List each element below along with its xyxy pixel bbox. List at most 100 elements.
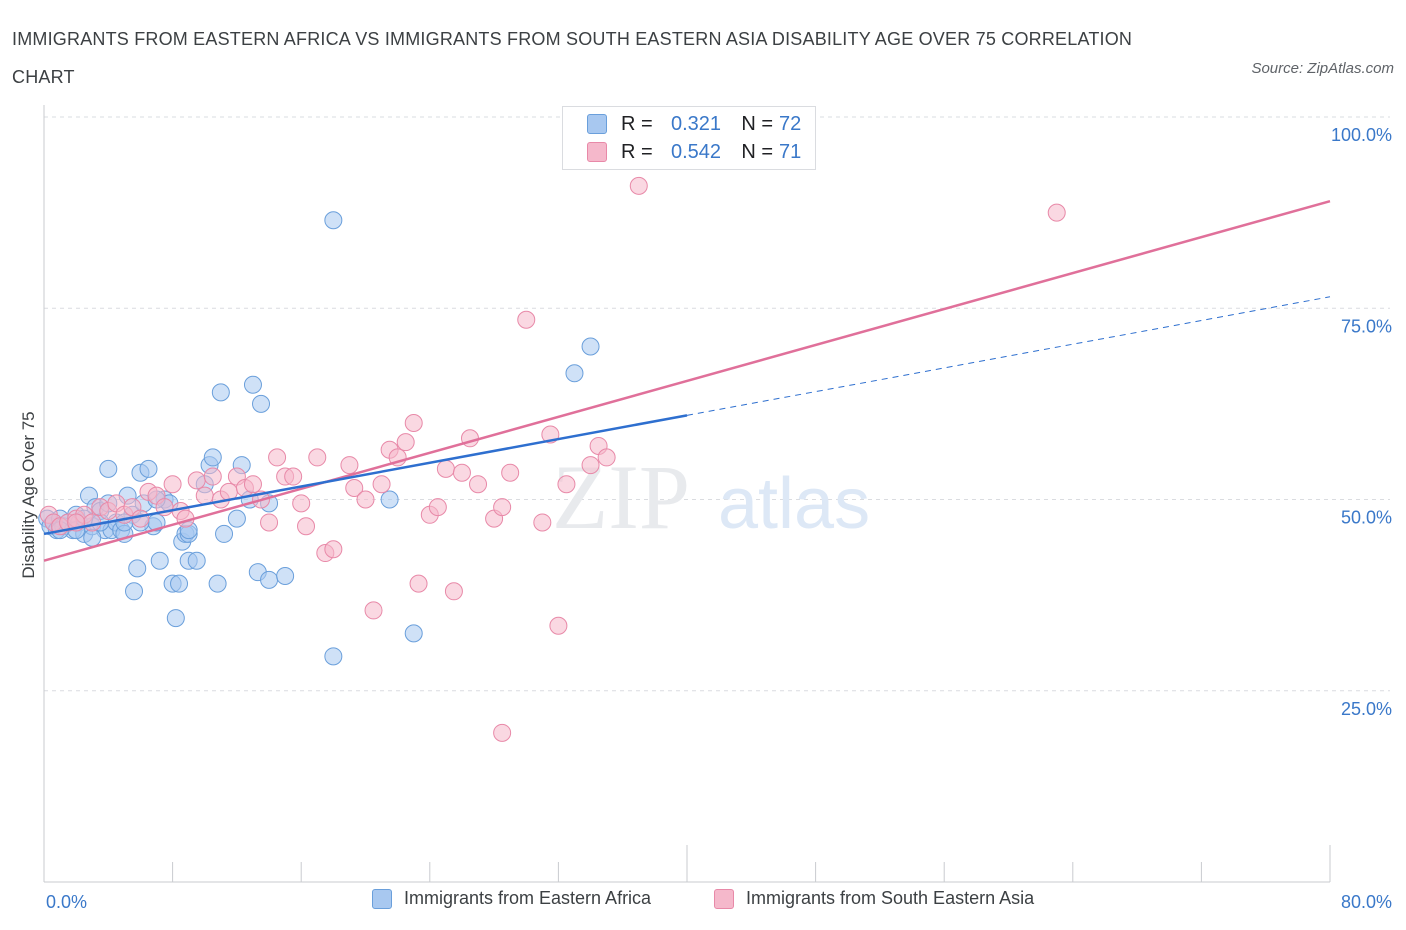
data-point-south-eastern-asia: [581, 456, 600, 475]
data-point-south-eastern-asia: [629, 176, 648, 195]
data-point-south-eastern-asia: [284, 467, 303, 486]
y-tick-label: 75.0%: [1341, 316, 1392, 336]
y-tick-label: 25.0%: [1341, 699, 1392, 719]
data-point-eastern-africa: [139, 459, 158, 478]
data-point-eastern-africa: [260, 570, 279, 589]
data-point-south-eastern-asia: [195, 486, 214, 505]
legend-r-label: R =: [621, 112, 653, 135]
data-point-south-eastern-asia: [268, 448, 287, 467]
data-point-eastern-africa: [252, 394, 271, 413]
data-point-eastern-africa: [243, 375, 262, 394]
y-tick-label: 100.0%: [1331, 125, 1392, 145]
trend-line-eastern-africa-extension: [686, 296, 1331, 416]
data-point-eastern-africa: [211, 383, 230, 402]
series-eastern-africa-points: [38, 211, 600, 666]
data-point-south-eastern-asia: [187, 471, 206, 490]
data-point-south-eastern-asia: [340, 456, 359, 475]
data-point-south-eastern-asia: [396, 433, 415, 452]
legend-swatch-pink: [587, 142, 607, 162]
data-point-eastern-africa: [324, 647, 343, 666]
legend-label-south-eastern-asia: Immigrants from South Eastern Asia: [746, 888, 1035, 908]
data-point-south-eastern-asia: [501, 463, 520, 482]
data-point-south-eastern-asia: [597, 448, 616, 467]
data-point-eastern-africa: [125, 582, 144, 601]
legend-item-south-eastern-asia: Immigrants from South Eastern Asia: [714, 888, 1034, 909]
legend-r-value: 0.321: [670, 112, 722, 135]
data-point-south-eastern-asia: [428, 498, 447, 517]
data-point-south-eastern-asia: [469, 475, 488, 494]
data-point-eastern-africa: [324, 211, 343, 230]
data-point-eastern-africa: [150, 551, 169, 570]
data-point-south-eastern-asia: [549, 616, 568, 635]
x-tick-label-max: 80.0%: [1341, 892, 1392, 912]
data-point-south-eastern-asia: [557, 475, 576, 494]
data-point-eastern-africa: [215, 524, 234, 543]
data-point-eastern-africa: [99, 459, 118, 478]
watermark-zip: ZIP: [552, 446, 690, 548]
legend-n-label: N =: [741, 140, 773, 163]
data-point-eastern-africa: [276, 567, 295, 585]
data-point-south-eastern-asia: [131, 509, 150, 528]
data-point-south-eastern-asia: [452, 463, 471, 482]
data-point-south-eastern-asia: [493, 498, 512, 517]
data-point-eastern-africa: [83, 528, 102, 547]
data-point-south-eastern-asia: [1047, 203, 1066, 222]
data-point-south-eastern-asia: [493, 723, 512, 742]
legend-r-label: R =: [621, 140, 653, 163]
data-point-south-eastern-asia: [409, 574, 428, 593]
trend-line-eastern-africa: [43, 414, 688, 536]
data-point-south-eastern-asia: [260, 513, 279, 532]
legend-label-eastern-africa: Immigrants from Eastern Africa: [404, 888, 652, 908]
data-point-eastern-africa: [404, 624, 423, 643]
data-point-south-eastern-asia: [356, 490, 375, 509]
data-point-south-eastern-asia: [345, 479, 364, 498]
data-point-south-eastern-asia: [324, 540, 343, 559]
data-point-south-eastern-asia: [444, 582, 463, 601]
data-point-south-eastern-asia: [364, 601, 383, 620]
trend-lines: [43, 199, 1331, 562]
y-axis-label: Disability Age Over 75: [19, 411, 38, 578]
chart-title: IMMIGRANTS FROM EASTERN AFRICA VS IMMIGR…: [12, 29, 1133, 87]
watermark-atlas: atlas: [718, 464, 870, 544]
gridlines: [44, 116, 1390, 692]
legend-n-value: 72: [779, 112, 802, 135]
data-point-eastern-africa: [128, 559, 147, 578]
data-point-south-eastern-asia: [243, 475, 262, 494]
data-point-eastern-africa: [166, 609, 185, 628]
data-point-south-eastern-asia: [297, 517, 316, 536]
data-point-south-eastern-asia: [292, 494, 311, 513]
data-point-south-eastern-asia: [83, 513, 102, 532]
data-point-south-eastern-asia: [404, 414, 423, 432]
trend-line-south-eastern-asia: [43, 199, 1331, 562]
source-label: Source: ZipAtlas.com: [1251, 60, 1394, 77]
watermark: ZIP atlas: [552, 446, 870, 548]
legend-swatch-blue: [372, 888, 392, 909]
stats-legend: R = 0.321 N = 72 R = 0.542 N = 71: [562, 106, 816, 170]
legend-n-label: N =: [741, 112, 773, 135]
axes: [43, 105, 1331, 883]
data-point-eastern-africa: [565, 364, 584, 383]
data-point-south-eastern-asia: [517, 310, 536, 329]
legend-swatch-blue: [587, 114, 607, 134]
legend-row-eastern-africa: R = 0.321 N = 72: [587, 111, 801, 137]
data-point-eastern-africa: [203, 448, 222, 467]
legend-row-south-eastern-asia: R = 0.542 N = 71: [587, 139, 801, 165]
series-legend: Immigrants from Eastern Africa Immigrant…: [0, 888, 1406, 918]
x-tick-label-min: 0.0%: [46, 892, 87, 912]
data-point-eastern-africa: [170, 574, 189, 593]
data-point-eastern-africa: [380, 490, 399, 509]
tick-labels: 25.0% 50.0% 75.0% 100.0% 0.0% 80.0%: [46, 125, 1392, 912]
data-point-eastern-africa: [581, 337, 600, 356]
y-tick-label: 50.0%: [1341, 508, 1392, 528]
series-south-eastern-asia-points: [39, 108, 1066, 742]
legend-item-eastern-africa: Immigrants from Eastern Africa: [372, 888, 651, 909]
legend-swatch-pink: [714, 888, 734, 909]
data-point-eastern-africa: [187, 551, 206, 570]
data-point-south-eastern-asia: [203, 467, 222, 486]
data-point-south-eastern-asia: [533, 513, 552, 532]
data-point-south-eastern-asia: [436, 459, 455, 478]
legend-r-value: 0.542: [670, 140, 722, 163]
legend-n-value: 71: [779, 140, 802, 163]
data-point-south-eastern-asia: [308, 448, 327, 467]
data-point-eastern-africa: [227, 509, 246, 528]
